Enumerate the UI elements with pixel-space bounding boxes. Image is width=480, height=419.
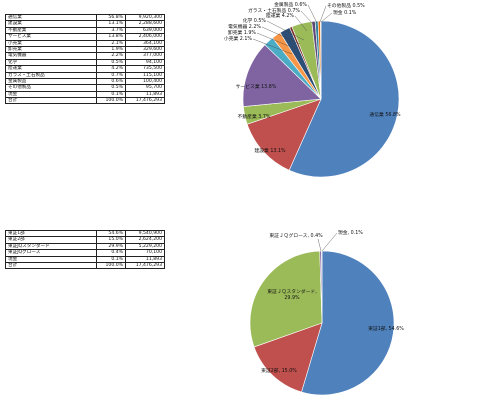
industry-leader-line xyxy=(252,38,293,55)
industry-slice-label: 電気機器 2.2% xyxy=(228,23,261,30)
industry-slice-label: その他製品 0.5% xyxy=(327,2,365,9)
market-slice-0 xyxy=(301,250,395,396)
industry-cell-value: 2,288,600 xyxy=(125,20,165,28)
industry-cell-value: 11,893 xyxy=(125,90,165,99)
industry-slice-label: 化学 0.5% xyxy=(243,17,267,24)
industry-row: 通信業 56.8% 9,920,300 xyxy=(5,13,165,22)
industry-cell-value: 115,100 xyxy=(125,71,165,79)
market-slice-label: 東証1部, 54.6% xyxy=(368,325,404,332)
market-leader-line xyxy=(321,232,338,252)
industry-slice-label: 通信業 56.8% xyxy=(369,111,401,118)
industry-cell-value: 735,500 xyxy=(125,65,165,73)
industry-row: 現金 0.1% 11,893 xyxy=(5,90,165,99)
industry-slice-3 xyxy=(242,44,322,107)
industry-row: 小売業 2.1% 364,100 xyxy=(5,39,165,47)
industry-row: 建設業 13.1% 2,288,600 xyxy=(5,20,165,28)
market-slice-label: 東証2部, 15.0% xyxy=(261,367,297,374)
industry-slice-label: ガラス・土石製品 0.7% xyxy=(248,7,300,14)
market-slice-label: 東証ＪＱグロース, 0.4% xyxy=(269,232,323,239)
industry-row: 陸運業 4.2% 735,500 xyxy=(5,65,165,73)
industry-slice-label: サービス業 13.8% xyxy=(236,83,277,90)
industry-leader-line xyxy=(261,26,301,45)
industry-slice-1 xyxy=(246,98,322,171)
industry-cell-value: 94,100 xyxy=(125,58,165,67)
market-slice-label: 現金, 0.1% xyxy=(338,229,363,236)
market-slice-label: 29.9% xyxy=(284,295,300,301)
industry-leader-line xyxy=(300,10,315,26)
industry-slice-label: 金属製品 0.6% xyxy=(274,1,307,8)
market-cell-value: 11,893 xyxy=(125,255,165,263)
industry-row: 化学 0.5% 94,100 xyxy=(5,58,165,67)
industry-row: ガラス・土石製品 0.7% 115,100 xyxy=(5,71,165,79)
market-cell-value: 17,476,293 xyxy=(125,261,165,270)
market-slice-label: 東証ＪＱスタンダード, xyxy=(267,288,317,295)
industry-row: その他製品 0.5% 95,700 xyxy=(5,84,165,92)
market-table: 東証1部 54.6% 9,540,900 東証2部 15.0% 2,624,200 東証JQ… xyxy=(5,229,165,270)
industry-cell-value: 100,400 xyxy=(125,77,165,86)
industry-leader-line xyxy=(320,12,333,23)
industry-total-row: 合計 100.0% 17,476,293 xyxy=(5,97,165,105)
industry-leader-line xyxy=(294,15,308,32)
industry-table: 通信業 56.8% 9,920,300 建設業 13.1% 2,288,600 不動産業 3.… xyxy=(5,13,165,105)
industry-slice-label: 小売業 2.1% xyxy=(224,35,253,42)
industry-slice-0 xyxy=(288,20,400,178)
market-slice-2 xyxy=(249,250,323,348)
market-row: 現金 0.1% 11,893 xyxy=(5,255,165,263)
market-total-row: 合計 100.0% 17,476,293 xyxy=(5,261,165,270)
industry-leader-line xyxy=(256,32,297,50)
industry-slice-label: 建設業 13.1% xyxy=(254,147,286,154)
industry-leader-line xyxy=(319,5,327,23)
industry-row: 金属製品 0.6% 100,400 xyxy=(5,77,165,86)
industry-cell-value: 95,700 xyxy=(125,84,165,92)
industry-slice-label: 現金 0.1% xyxy=(333,9,357,16)
industry-cell-value: 9,920,300 xyxy=(125,13,165,22)
market-slice-1 xyxy=(253,322,323,393)
industry-cell-value: 17,476,293 xyxy=(125,97,165,105)
industry-slice-label: 陸運業 4.2% xyxy=(266,12,295,19)
industry-leader-line xyxy=(266,20,305,41)
industry-slice-label: 卸売業 1.9% xyxy=(228,29,257,36)
market-leader-line xyxy=(317,238,322,252)
industry-slice-label: 不動産業 3.7% xyxy=(238,113,271,120)
industry-leader-line xyxy=(307,4,318,24)
